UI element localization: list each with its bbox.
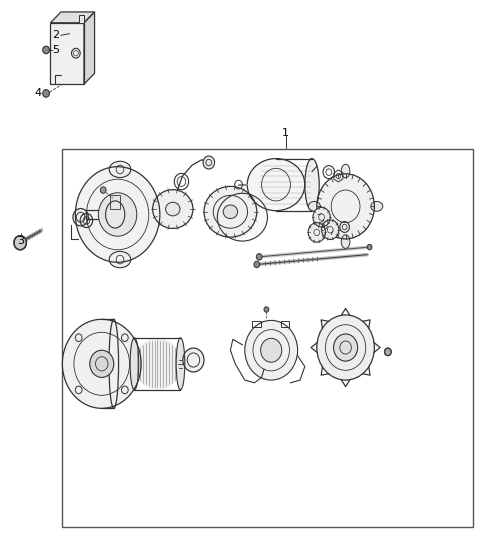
Text: 3: 3 bbox=[17, 236, 24, 246]
Circle shape bbox=[261, 338, 282, 362]
Text: 2: 2 bbox=[52, 30, 59, 40]
Circle shape bbox=[313, 207, 330, 227]
Circle shape bbox=[245, 320, 298, 380]
Text: 4: 4 bbox=[35, 89, 42, 98]
Ellipse shape bbox=[133, 338, 181, 390]
Circle shape bbox=[203, 156, 215, 169]
Circle shape bbox=[90, 350, 114, 377]
Text: 1: 1 bbox=[282, 128, 289, 138]
Circle shape bbox=[254, 261, 260, 268]
Bar bbox=[62, 149, 473, 527]
Polygon shape bbox=[50, 12, 95, 23]
Circle shape bbox=[367, 244, 372, 250]
Ellipse shape bbox=[153, 190, 193, 229]
Polygon shape bbox=[79, 15, 84, 23]
Circle shape bbox=[384, 348, 391, 356]
Ellipse shape bbox=[305, 159, 319, 211]
Circle shape bbox=[43, 46, 49, 54]
Circle shape bbox=[43, 90, 49, 97]
Ellipse shape bbox=[223, 205, 238, 219]
Circle shape bbox=[334, 334, 358, 361]
Circle shape bbox=[14, 236, 26, 250]
Ellipse shape bbox=[106, 201, 125, 228]
Ellipse shape bbox=[204, 186, 257, 237]
Ellipse shape bbox=[217, 193, 267, 241]
Ellipse shape bbox=[309, 201, 321, 211]
Polygon shape bbox=[50, 23, 84, 84]
Ellipse shape bbox=[166, 203, 180, 216]
Ellipse shape bbox=[130, 338, 139, 390]
Circle shape bbox=[264, 307, 269, 312]
Circle shape bbox=[322, 220, 339, 239]
Circle shape bbox=[75, 167, 160, 262]
Ellipse shape bbox=[341, 165, 350, 178]
Bar bbox=[110, 195, 120, 209]
Ellipse shape bbox=[109, 161, 131, 178]
Circle shape bbox=[308, 223, 325, 242]
Bar bbox=[252, 321, 261, 327]
Ellipse shape bbox=[176, 338, 185, 390]
Circle shape bbox=[317, 315, 374, 380]
Circle shape bbox=[256, 254, 262, 260]
Polygon shape bbox=[84, 12, 95, 84]
Circle shape bbox=[100, 187, 106, 193]
Ellipse shape bbox=[371, 201, 383, 211]
Circle shape bbox=[98, 193, 137, 236]
Text: 5: 5 bbox=[52, 45, 59, 55]
Ellipse shape bbox=[109, 319, 119, 408]
Circle shape bbox=[317, 174, 374, 239]
Ellipse shape bbox=[341, 235, 350, 249]
Circle shape bbox=[62, 319, 141, 408]
Circle shape bbox=[183, 348, 204, 372]
Ellipse shape bbox=[247, 159, 305, 211]
Bar bbox=[281, 321, 289, 327]
Ellipse shape bbox=[109, 251, 131, 268]
